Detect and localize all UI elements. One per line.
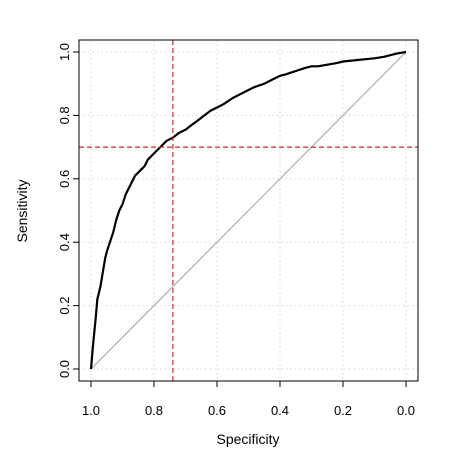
x-tick-label: 0.0	[397, 403, 415, 418]
x-tick-label: 1.0	[82, 403, 100, 418]
x-tick-label: 0.8	[145, 403, 163, 418]
y-tick-label: 0.6	[57, 170, 72, 188]
x-axis-title: Specificity	[216, 431, 279, 447]
y-tick-label: 0.0	[57, 360, 72, 378]
reference-diagonal	[90, 51, 407, 370]
threshold-layer	[79, 40, 418, 381]
y-tick-label: 0.4	[57, 233, 72, 251]
x-tick-label: 0.6	[208, 403, 226, 418]
y-tick-label: 0.8	[57, 106, 72, 124]
y-axis-title: Sensitivity	[14, 179, 30, 242]
reference-layer	[90, 51, 407, 370]
y-tick-label: 0.2	[57, 297, 72, 315]
plot-frame	[78, 39, 419, 382]
axis-layer: 1.0 0.8 0.6 0.4 0.2 0.0 0.0 0.2 0.4 0.6 0.8 1.0	[57, 39, 419, 418]
roc-curve	[89, 50, 407, 370]
grid-layer	[79, 40, 418, 381]
x-tick-label: 0.4	[271, 403, 289, 418]
y-tick-label: 1.0	[57, 43, 72, 61]
x-tick-label: 0.2	[334, 403, 352, 418]
series-layer	[89, 50, 407, 370]
